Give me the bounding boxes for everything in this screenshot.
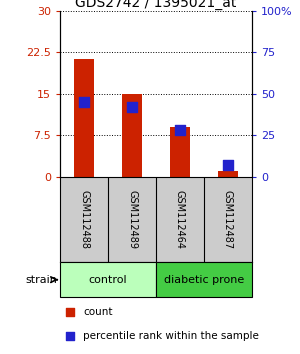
Text: percentile rank within the sample: percentile rank within the sample <box>83 331 259 341</box>
Bar <box>218 171 238 177</box>
Text: count: count <box>83 307 112 317</box>
Text: GSM112489: GSM112489 <box>127 190 137 249</box>
Bar <box>74 59 94 177</box>
Bar <box>60 262 156 297</box>
Point <box>67 333 72 338</box>
Text: control: control <box>89 275 127 285</box>
Point <box>178 127 182 133</box>
Text: strain: strain <box>26 275 58 285</box>
Text: GSM112488: GSM112488 <box>79 190 89 249</box>
Point <box>130 104 134 110</box>
Point <box>67 309 72 315</box>
Bar <box>156 262 252 297</box>
Title: GDS2742 / 1395021_at: GDS2742 / 1395021_at <box>75 0 237 10</box>
Bar <box>170 127 190 177</box>
Text: GSM112487: GSM112487 <box>223 190 233 249</box>
Bar <box>122 94 142 177</box>
Text: diabetic prone: diabetic prone <box>164 275 244 285</box>
Point <box>82 99 86 105</box>
Point <box>226 162 230 168</box>
Text: GSM112464: GSM112464 <box>175 190 185 249</box>
